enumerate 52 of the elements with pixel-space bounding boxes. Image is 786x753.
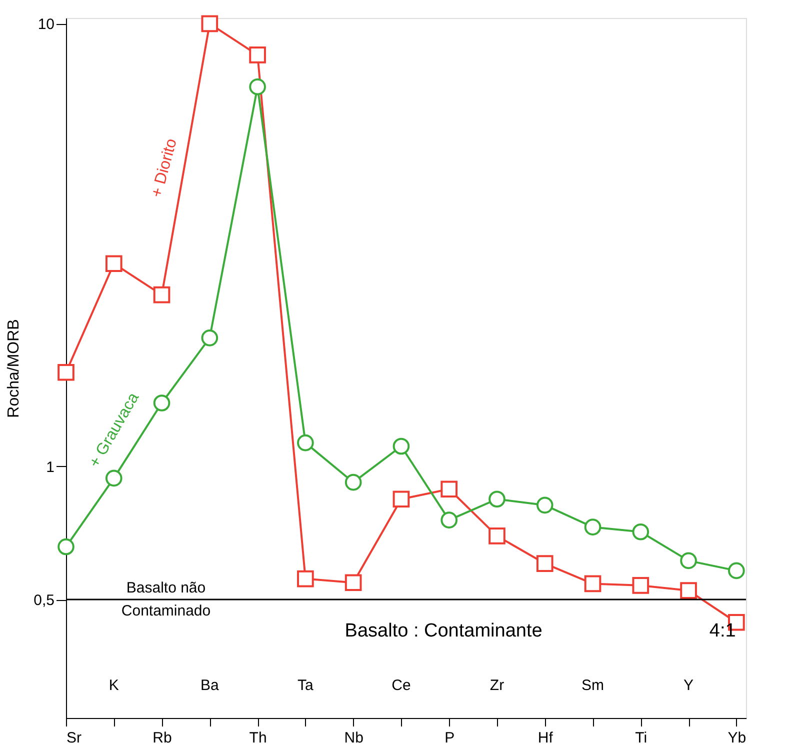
point (536, 496, 554, 514)
x-tick-label: Ti (635, 730, 648, 746)
point (488, 490, 506, 508)
x-tick-label: Zr (490, 677, 504, 694)
x-tick-label: Th (249, 730, 267, 746)
point (344, 574, 362, 592)
point (680, 552, 697, 570)
x-tick-label: Hf (538, 730, 554, 746)
x-tick-label: Sm (582, 677, 604, 694)
point (249, 78, 266, 96)
y-axis-title: Rocha/MORB (6, 319, 23, 418)
point (105, 470, 122, 487)
point (632, 523, 650, 540)
x-tick-label: Ce (392, 677, 411, 694)
annotation: Basalto : Contaminante (344, 620, 542, 642)
point (488, 528, 506, 544)
point (440, 480, 458, 498)
point (201, 330, 218, 346)
point (584, 518, 602, 536)
point (58, 364, 74, 381)
x-tick-label: Nb (344, 730, 364, 746)
annotation: 4:1 (709, 620, 736, 642)
y-tick-label: 0,5 (34, 592, 54, 610)
point (201, 15, 218, 32)
point (344, 474, 362, 491)
point (392, 438, 410, 455)
ref-line-label: Basalto não Contaminado (121, 580, 211, 620)
x-tick-label: Y (684, 677, 694, 694)
x-tick-label: Ba (200, 677, 220, 694)
y-tick-label: 1 (46, 458, 54, 476)
point (536, 555, 554, 572)
x-tick-label: Sr (66, 730, 82, 746)
point (680, 582, 697, 599)
point (440, 512, 458, 528)
point (249, 46, 266, 64)
point (297, 570, 314, 588)
x-tick-label: K (108, 677, 119, 694)
text: + Diorito (148, 136, 180, 200)
x-tick-label: Rb (152, 730, 172, 746)
point (632, 577, 650, 594)
point (153, 394, 170, 412)
point (58, 538, 74, 556)
point (392, 490, 410, 508)
point (105, 255, 122, 272)
point (584, 575, 602, 592)
point (728, 562, 745, 580)
x-tick-label: Yb (728, 730, 746, 746)
x-tick-label: Ta (298, 677, 314, 694)
point (297, 434, 314, 452)
y-tick-label: 10 (38, 16, 54, 34)
x-tick-label: P (444, 730, 455, 746)
point (153, 286, 170, 304)
